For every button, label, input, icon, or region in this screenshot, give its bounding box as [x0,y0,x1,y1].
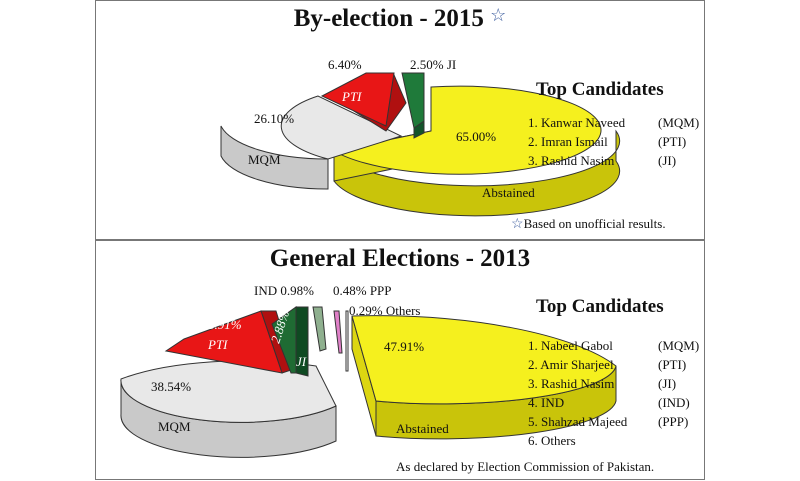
slice-ji [271,306,297,374]
slice-pti [164,310,283,374]
slice-mqm [280,95,403,160]
general-elections-2013-panel: General Elections - 2013 47.91% Abstaine… [95,240,705,480]
star-icon: ☆ [511,217,524,232]
slice-mqm-side [220,125,329,190]
label-abstained-value: 65.00% [456,129,496,144]
note-election-commission: As declared by Election Commission of Pa… [396,459,655,474]
list-item: 1. Kanwar Naveed (MQM) [528,115,700,130]
star-icon: ☆ [490,5,507,25]
candidate-list: 1. Nabeel Gabol (MQM) 2. Amir Sharjeel (PT… [528,336,699,450]
label-others-value: 0.29% Others [349,303,421,318]
label-pti-name: PTI [207,337,228,352]
chart-title: General Elections - 2013 [269,245,531,272]
slice-ji [401,72,425,129]
list-item: 5. Shahzad Majeed (PPP) [528,414,689,429]
slice-ppp [333,310,343,354]
label-pti-name: PTI [341,89,362,104]
label-mqm-value: 26.10% [254,111,294,126]
slice-abstained [332,85,602,175]
label-ji-name: JI [296,354,307,369]
label-mqm-name: MQM [158,419,191,434]
label-pti-value: 6.40% [328,57,362,72]
list-item: 2. Amir Sharjeel (PTI) [528,357,687,372]
list-item: 2. Imran Ismail (PTI) [528,134,687,149]
label-ji-value: 2.50% JI [410,57,456,72]
list-item: 3. Rashid Nasim (JI) [528,153,677,168]
slice-ind [312,306,327,352]
slice-pti [320,72,395,127]
label-pti-value: 8.91% [208,317,242,332]
label-mqm-value: 38.54% [151,379,191,394]
label-abstained-name: Abstained [396,421,449,436]
candidate-list: 1. Kanwar Naveed (MQM) 2. Imran Ismail (PT… [528,113,699,170]
label-abstained-name: Abstained [482,185,535,200]
label-mqm-name: MQM [248,152,281,167]
slice-abstained [351,315,617,405]
list-item: 1. Nabeel Gabol (MQM) [528,338,700,353]
pie-chart-2015: 65.00% Abstained 26.10% MQM 6.40% PTI 2.… [220,57,621,217]
candidates-title: Top Candidates [536,296,664,317]
label-abstained-value: 47.91% [384,339,424,354]
label-ind-value: IND 0.98% [254,283,314,298]
slice-abstained-side [333,129,621,217]
note-unofficial: ☆Based on unofficial results. [511,216,666,232]
by-election-2015-panel: By-election - 2015 ☆ 65.00% Abstained 26… [95,0,705,240]
label-ppp-value: 0.48% PPP [333,283,392,298]
chart-title: By-election - 2015 ☆ [293,5,507,32]
list-item: 6. Others [528,433,576,448]
pie-chart-2013: 47.91% Abstained 38.54% MQM 8.91% PTI 2.… [120,283,617,458]
list-item: 3. Rashid Nasim (JI) [528,376,677,391]
candidates-title: Top Candidates [536,79,664,100]
slice-others [345,310,349,372]
list-item: 4. IND (IND) [528,395,690,410]
